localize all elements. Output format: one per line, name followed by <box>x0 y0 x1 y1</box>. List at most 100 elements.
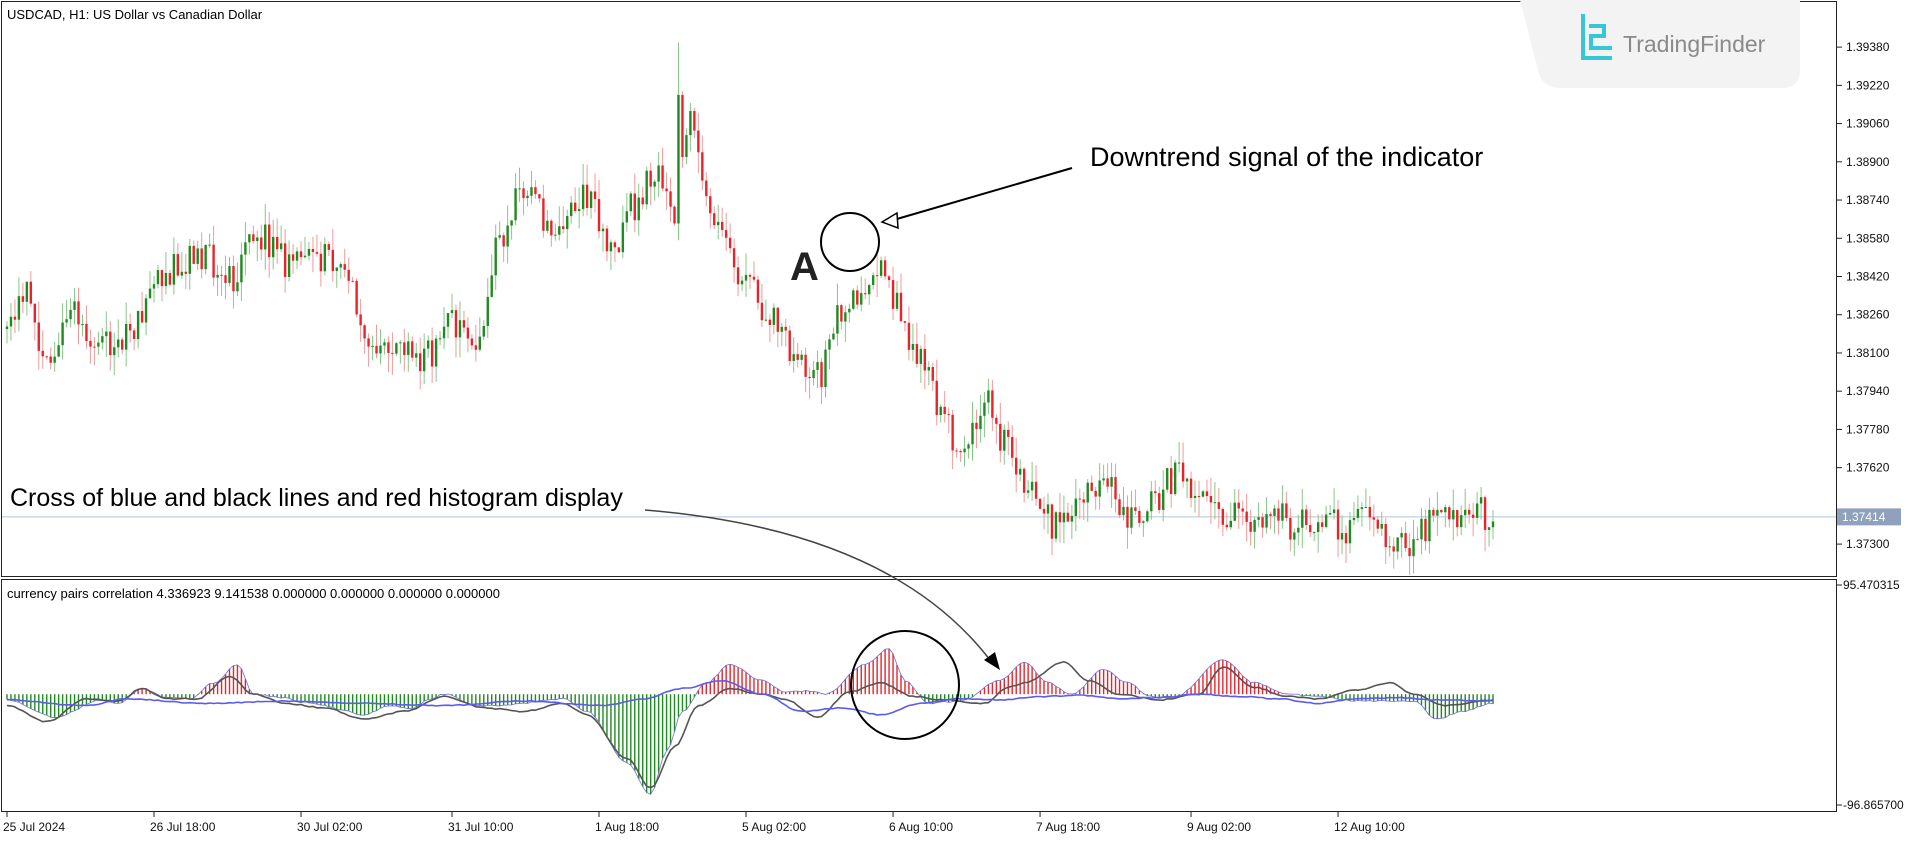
candle-body <box>756 279 760 303</box>
blue-correlation-line <box>6 679 1493 716</box>
candle-body <box>1301 509 1304 528</box>
candle-body <box>784 326 787 331</box>
candle-body <box>391 352 394 354</box>
candle-body <box>661 165 664 189</box>
candle-body <box>1328 513 1332 515</box>
candle-body <box>1189 478 1193 499</box>
cross-label: Cross of blue and black lines and red hi… <box>10 484 623 512</box>
candle-body <box>1205 491 1209 497</box>
indicator-axis: 95.470315 -96.865700 <box>1837 578 1904 812</box>
candle-body <box>963 448 966 453</box>
price-tick-label: 1.39380 <box>1846 40 1890 54</box>
candle-body <box>387 342 390 353</box>
candle-body <box>1082 499 1085 503</box>
candle-body <box>665 188 668 192</box>
candle-body <box>1110 477 1113 487</box>
candle-body <box>355 280 358 315</box>
candle-body <box>927 367 930 371</box>
candle-body <box>502 235 505 247</box>
time-tick-label: 7 Aug 18:00 <box>1036 820 1100 834</box>
candle-body <box>919 348 923 364</box>
candle-body <box>307 248 311 256</box>
candle-body <box>562 226 565 230</box>
candle-body <box>482 325 485 337</box>
candle-body <box>1404 533 1407 549</box>
candle-body <box>1241 508 1244 512</box>
candle-body <box>1209 496 1213 503</box>
candle-body <box>1022 468 1026 493</box>
candle-body <box>5 326 9 330</box>
candle-body <box>1364 506 1368 508</box>
candle-body <box>637 197 640 221</box>
candle-body <box>995 417 998 424</box>
candle-body <box>943 406 946 415</box>
time-tick-label: 6 Aug 10:00 <box>889 820 953 834</box>
candle-body <box>192 245 195 264</box>
candle-body <box>653 181 656 187</box>
candle-body <box>593 191 597 200</box>
candle-body <box>939 406 942 416</box>
candle-body <box>1253 519 1256 532</box>
candle-body <box>1344 533 1348 544</box>
candle-body <box>1054 512 1058 539</box>
candle-body <box>1289 517 1292 540</box>
candle-body <box>776 307 780 332</box>
candle-body <box>546 220 549 231</box>
candle-body <box>295 251 299 261</box>
candle-body <box>1130 507 1133 528</box>
candle-body <box>101 336 104 343</box>
candle-body <box>1026 490 1030 493</box>
candle-body <box>311 248 315 253</box>
downtrend-arrowhead <box>880 211 899 230</box>
candle-body <box>744 274 748 281</box>
candle-body <box>132 330 136 340</box>
candle-body <box>601 228 605 232</box>
candle-body <box>883 260 887 277</box>
candle-body <box>275 236 279 250</box>
candle-body <box>53 356 56 363</box>
candle-body <box>228 266 231 283</box>
candle-body <box>907 322 911 350</box>
candle-body <box>506 225 509 247</box>
candle-body <box>1376 519 1379 529</box>
candle-body <box>1150 491 1153 512</box>
candle-body <box>172 254 176 285</box>
candle-body <box>494 237 497 276</box>
candle-body <box>128 323 132 331</box>
candle-body <box>156 270 160 285</box>
candle-body <box>534 187 537 195</box>
candle-body <box>1440 509 1443 513</box>
candle-body <box>426 340 430 349</box>
candle-body <box>1475 503 1479 518</box>
candle-body <box>1050 504 1054 539</box>
candle-body <box>113 347 116 356</box>
candle-body <box>33 303 36 323</box>
candle-body <box>1479 497 1483 504</box>
cross-annotation: Cross of blue and black lines and red hi… <box>10 484 1000 740</box>
candle-body <box>1181 462 1185 482</box>
candle-body <box>999 423 1002 451</box>
candle-body <box>1297 527 1300 533</box>
candle-body <box>915 343 919 364</box>
candle-body <box>1273 508 1276 516</box>
candle-body <box>21 296 25 302</box>
candle-body <box>899 292 903 322</box>
candle-body <box>148 288 152 299</box>
candle-body <box>1213 502 1217 504</box>
candle-body <box>287 254 291 277</box>
price-tick-label: 1.38580 <box>1846 231 1890 245</box>
candle-body <box>315 252 319 254</box>
candle-body <box>1392 546 1395 552</box>
candle-body <box>816 362 819 370</box>
candle-body <box>1412 539 1415 557</box>
candle-body <box>1169 468 1173 495</box>
candle-body <box>1058 512 1062 523</box>
candle-body <box>510 220 513 226</box>
candle-body <box>283 243 287 277</box>
candle-body <box>9 316 13 327</box>
candle-body <box>347 269 350 281</box>
candle-body <box>860 293 863 305</box>
candle-body <box>701 152 704 181</box>
candle-body <box>49 356 52 363</box>
